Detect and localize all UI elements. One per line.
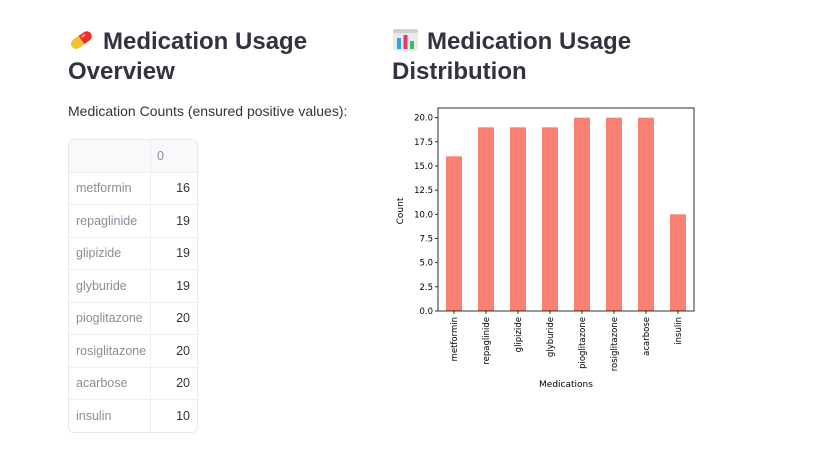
row-label-cell: glyburide — [69, 270, 151, 302]
row-value-cell: 20 — [176, 343, 190, 358]
table-row: insulin 10 — [69, 400, 197, 432]
row-label-cell: pioglitazone — [69, 302, 151, 334]
x-tick-label: repaglinide — [482, 317, 492, 365]
x-tick-label: glyburide — [546, 317, 556, 357]
table-row: rosiglitazone 20 — [69, 335, 197, 368]
row-label-cell: rosiglitazone — [69, 335, 151, 367]
x-tick-label: pioglitazone — [578, 317, 588, 369]
x-tick-label: glipizide — [514, 317, 524, 352]
row-value-cell: 16 — [176, 181, 190, 196]
table-row: acarbose 20 — [69, 367, 197, 400]
y-tick-label: 2.5 — [419, 283, 433, 293]
medication-bar-chart: Count Medications 0.0 2.5 5.0 7.5 10.0 12.5 15… — [396, 107, 695, 390]
table-row: pioglitazone 20 — [69, 302, 197, 335]
table-row: repaglinide 19 — [69, 205, 197, 238]
medication-counts-table[interactable]: 0 metformin 16 repaglinide 19 glipizide … — [68, 139, 198, 433]
table-header-row: 0 — [69, 140, 197, 173]
bar-insulin — [670, 214, 686, 311]
row-value-cell: 19 — [176, 246, 190, 261]
row-value-cell: 19 — [176, 213, 190, 228]
bar-pioglitazone — [574, 117, 590, 312]
y-axis-label: Count — [396, 197, 406, 224]
x-tick-label: acarbose — [642, 317, 652, 356]
table-row: glipizide 19 — [69, 237, 197, 270]
bar-chart-icon — [393, 29, 418, 51]
bar-glipizide — [510, 127, 526, 311]
x-axis-label: Medications — [539, 380, 593, 390]
row-value-cell: 10 — [176, 408, 190, 423]
x-tick-label: rosiglitazone — [610, 317, 620, 371]
row-label-cell: insulin — [69, 400, 151, 432]
pill-icon — [71, 31, 92, 49]
row-label-cell: glipizide — [69, 237, 151, 269]
row-label-cell: metformin — [69, 172, 151, 204]
row-value-cell: 20 — [176, 376, 190, 391]
distribution-title: Medication Usage Distribution — [392, 28, 632, 85]
row-value-cell: 20 — [176, 311, 190, 326]
bar-glyburide — [542, 127, 558, 311]
overview-title: Medication Usage Overview — [68, 28, 308, 85]
row-value-cell: 19 — [176, 278, 190, 293]
row-label-cell: acarbose — [69, 367, 151, 399]
row-label-cell: repaglinide — [69, 205, 151, 237]
x-tick-label: insulin — [674, 317, 684, 345]
bar-metformin — [446, 156, 462, 311]
y-tick-label: 7.5 — [419, 235, 433, 245]
medication-counts-caption: Medication Counts (ensured positive valu… — [68, 103, 348, 119]
bar-repaglinide — [478, 127, 494, 311]
column-header-cell[interactable]: 0 — [157, 148, 164, 163]
overview-heading: Medication Usage Overview — [68, 27, 368, 87]
x-tick-label: metformin — [450, 317, 460, 361]
index-header-cell — [69, 140, 151, 172]
y-tick-label: 10.0 — [414, 210, 433, 220]
y-tick-label: 15.0 — [414, 162, 433, 172]
bar-rosiglitazone — [606, 117, 622, 312]
y-tick-label: 0.0 — [419, 307, 433, 317]
plot-frame — [437, 107, 695, 312]
y-tick-label: 20.0 — [414, 114, 433, 124]
table-row: metformin 16 — [69, 172, 197, 205]
y-tick-label: 5.0 — [419, 259, 433, 269]
y-tick-label: 12.5 — [414, 186, 433, 196]
bar-acarbose — [638, 117, 654, 312]
y-tick-label: 17.5 — [414, 138, 433, 148]
distribution-heading: Medication Usage Distribution — [392, 27, 772, 87]
table-row: glyburide 19 — [69, 270, 197, 303]
